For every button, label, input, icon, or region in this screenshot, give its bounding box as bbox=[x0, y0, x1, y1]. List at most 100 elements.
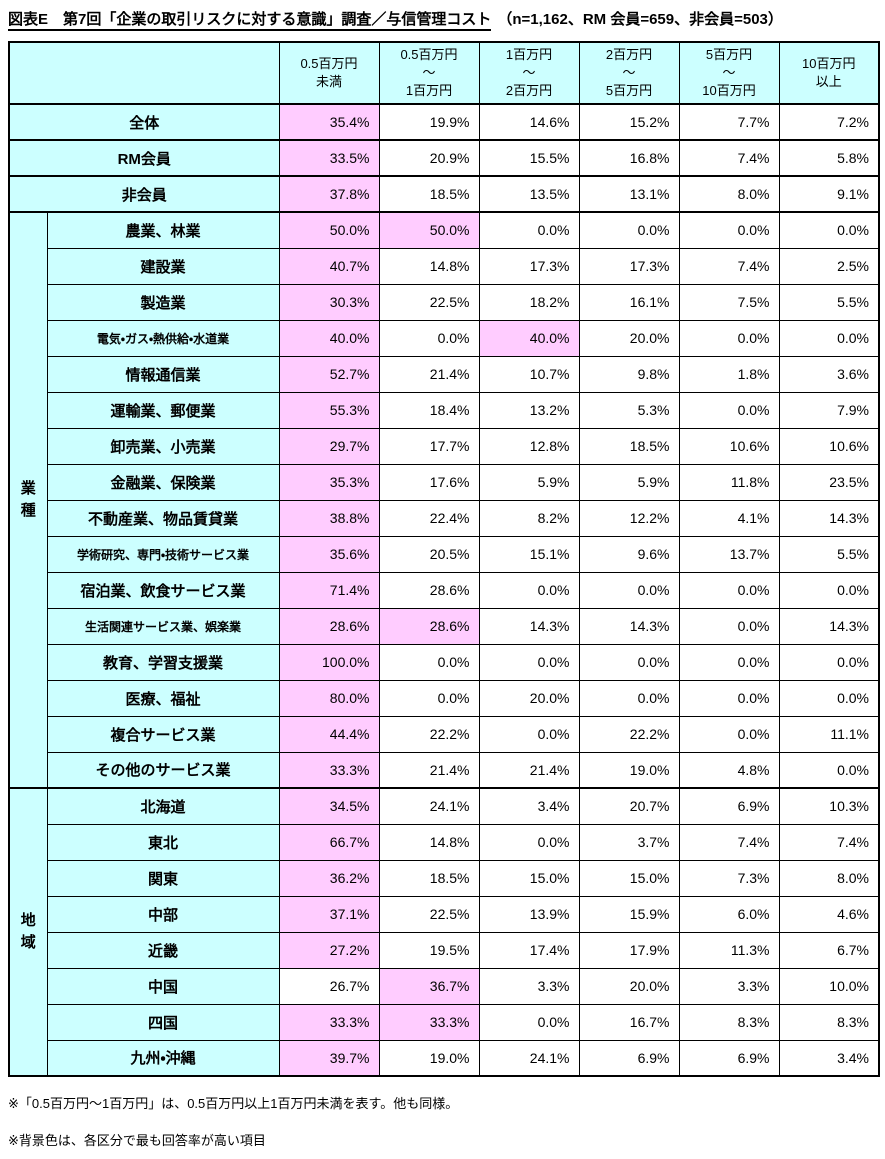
value-cell: 10.0% bbox=[778, 967, 880, 1005]
value-cell: 0.0% bbox=[478, 1003, 580, 1041]
value-cell-highlighted: 71.4% bbox=[278, 571, 380, 609]
value-cell: 19.0% bbox=[378, 1039, 480, 1077]
table-row: 運輸業、郵便業 55.3% 18.4% 13.2% 5.3% 0.0% 7.9% bbox=[9, 391, 880, 429]
value-cell: 7.2% bbox=[778, 103, 880, 141]
value-cell: 6.9% bbox=[678, 787, 780, 825]
value-cell: 21.4% bbox=[378, 751, 480, 789]
row-label: 関東 bbox=[46, 859, 280, 897]
value-cell: 18.4% bbox=[378, 391, 480, 429]
value-cell: 12.2% bbox=[578, 499, 680, 537]
value-cell: 0.0% bbox=[678, 643, 780, 681]
value-cell: 0.0% bbox=[478, 643, 580, 681]
table-row: 関東 36.2% 18.5% 15.0% 15.0% 7.3% 8.0% bbox=[9, 859, 880, 897]
value-cell-highlighted: 28.6% bbox=[278, 607, 380, 645]
value-cell: 14.3% bbox=[578, 607, 680, 645]
value-cell: 5.9% bbox=[478, 463, 580, 501]
value-cell: 0.0% bbox=[378, 679, 480, 717]
value-cell: 15.1% bbox=[478, 535, 580, 573]
value-cell: 18.2% bbox=[478, 283, 580, 321]
value-cell-highlighted: 40.7% bbox=[278, 247, 380, 285]
value-cell: 5.5% bbox=[778, 283, 880, 321]
value-cell: 18.5% bbox=[378, 859, 480, 897]
value-cell: 8.3% bbox=[778, 1003, 880, 1041]
value-cell: 9.8% bbox=[578, 355, 680, 393]
table-row: 東北 66.7% 14.8% 0.0% 3.7% 7.4% 7.4% bbox=[9, 823, 880, 861]
value-cell-highlighted: 33.3% bbox=[378, 1003, 480, 1041]
value-cell: 19.9% bbox=[378, 103, 480, 141]
row-label: 卸売業、小売業 bbox=[46, 427, 280, 465]
table-row: 卸売業、小売業 29.7% 17.7% 12.8% 18.5% 10.6% 10.6% bbox=[9, 427, 880, 465]
value-cell: 16.8% bbox=[578, 139, 680, 177]
value-cell: 14.8% bbox=[378, 247, 480, 285]
value-cell: 26.7% bbox=[278, 967, 380, 1005]
value-cell: 14.6% bbox=[478, 103, 580, 141]
value-cell: 0.0% bbox=[678, 679, 780, 717]
value-cell: 11.1% bbox=[778, 715, 880, 753]
table-row: 近畿 27.2% 19.5% 17.4% 17.9% 11.3% 6.7% bbox=[9, 931, 880, 969]
column-header: 1百万円 ～ 2百万円 bbox=[478, 41, 580, 105]
table-row: 金融業、保険業 35.3% 17.6% 5.9% 5.9% 11.8% 23.5% bbox=[9, 463, 880, 501]
value-cell: 13.1% bbox=[578, 175, 680, 213]
value-cell: 8.0% bbox=[778, 859, 880, 897]
value-cell: 22.5% bbox=[378, 283, 480, 321]
value-cell-highlighted: 44.4% bbox=[278, 715, 380, 753]
value-cell: 8.3% bbox=[678, 1003, 780, 1041]
page-title: 図表E 第7回「企業の取引リスクに対する意識」調査／与信管理コスト （n=1,16… bbox=[8, 8, 877, 31]
value-cell: 3.3% bbox=[678, 967, 780, 1005]
value-cell: 22.4% bbox=[378, 499, 480, 537]
value-cell: 0.0% bbox=[478, 571, 580, 609]
value-cell: 17.3% bbox=[578, 247, 680, 285]
value-cell: 3.3% bbox=[478, 967, 580, 1005]
table-row: その他のサービス業 33.3% 21.4% 21.4% 19.0% 4.8% 0.0% bbox=[9, 751, 880, 789]
value-cell: 2.5% bbox=[778, 247, 880, 285]
table-row: 中国 26.7% 36.7% 3.3% 20.0% 3.3% 10.0% bbox=[9, 967, 880, 1005]
value-cell-highlighted: 33.5% bbox=[278, 139, 380, 177]
value-cell-highlighted: 38.8% bbox=[278, 499, 380, 537]
table-row: RM会員 33.5% 20.9% 15.5% 16.8% 7.4% 5.8% bbox=[8, 139, 880, 177]
table-row: 中部 37.1% 22.5% 13.9% 15.9% 6.0% 4.6% bbox=[9, 895, 880, 933]
group-label: 地 域 bbox=[8, 787, 48, 1077]
value-cell: 0.0% bbox=[778, 643, 880, 681]
value-cell-highlighted: 50.0% bbox=[278, 211, 380, 249]
value-cell: 18.5% bbox=[578, 427, 680, 465]
value-cell: 22.2% bbox=[378, 715, 480, 753]
value-cell: 19.5% bbox=[378, 931, 480, 969]
value-cell-highlighted: 37.8% bbox=[278, 175, 380, 213]
value-cell-highlighted: 35.3% bbox=[278, 463, 380, 501]
value-cell: 23.5% bbox=[778, 463, 880, 501]
value-cell: 0.0% bbox=[578, 211, 680, 249]
value-cell: 17.9% bbox=[578, 931, 680, 969]
value-cell: 20.5% bbox=[378, 535, 480, 573]
value-cell: 0.0% bbox=[378, 319, 480, 357]
value-cell: 7.5% bbox=[678, 283, 780, 321]
value-cell: 15.2% bbox=[578, 103, 680, 141]
table-row: 宿泊業、飲食サービス業 71.4% 28.6% 0.0% 0.0% 0.0% 0.0% bbox=[9, 571, 880, 609]
table-row: 教育、学習支援業 100.0% 0.0% 0.0% 0.0% 0.0% 0.0% bbox=[9, 643, 880, 681]
row-label: 全体 bbox=[8, 103, 280, 141]
table-row: 電気・ガス・熱供給・水道業 40.0% 0.0% 40.0% 20.0% 0.0% 0.0% bbox=[9, 319, 880, 357]
column-header: 2百万円 ～ 5百万円 bbox=[578, 41, 680, 105]
table-row: 非会員 37.8% 18.5% 13.5% 13.1% 8.0% 9.1% bbox=[8, 175, 880, 213]
value-cell-highlighted: 34.5% bbox=[278, 787, 380, 825]
value-cell: 12.8% bbox=[478, 427, 580, 465]
value-cell: 28.6% bbox=[378, 571, 480, 609]
value-cell: 7.4% bbox=[678, 247, 780, 285]
value-cell: 0.0% bbox=[578, 571, 680, 609]
value-cell: 17.3% bbox=[478, 247, 580, 285]
row-label: 医療、福祉 bbox=[46, 679, 280, 717]
value-cell: 17.6% bbox=[378, 463, 480, 501]
value-cell: 15.0% bbox=[478, 859, 580, 897]
row-label: その他のサービス業 bbox=[46, 751, 280, 789]
value-cell-highlighted: 40.0% bbox=[278, 319, 380, 357]
value-cell: 6.0% bbox=[678, 895, 780, 933]
value-cell: 3.4% bbox=[478, 787, 580, 825]
value-cell: 0.0% bbox=[778, 211, 880, 249]
value-cell: 11.3% bbox=[678, 931, 780, 969]
value-cell: 10.6% bbox=[778, 427, 880, 465]
value-cell: 20.0% bbox=[578, 967, 680, 1005]
row-label: 生活関連サービス業、娯楽業 bbox=[46, 607, 280, 645]
value-cell-highlighted: 52.7% bbox=[278, 355, 380, 393]
row-label: 中部 bbox=[46, 895, 280, 933]
row-label: 宿泊業、飲食サービス業 bbox=[46, 571, 280, 609]
